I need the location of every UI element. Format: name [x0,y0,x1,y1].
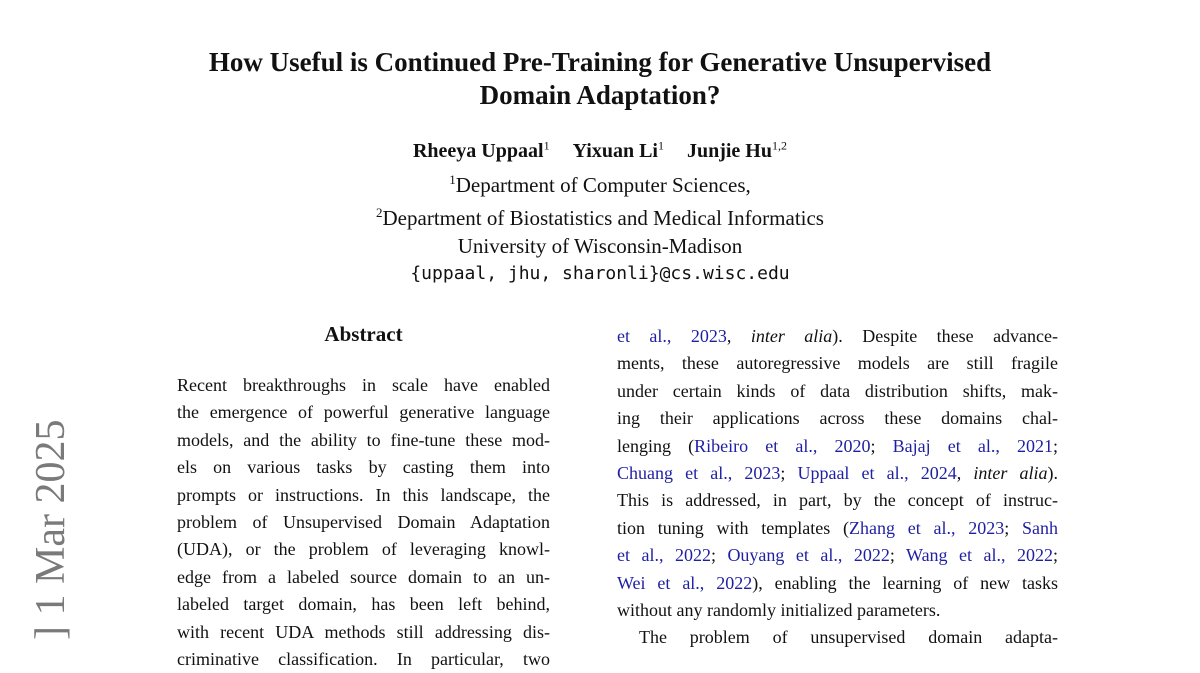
abstract-line: criminative classification. In particula… [177,648,550,669]
abstract-line: problem of Unsupervised Domain Adaptatio… [177,511,550,532]
body-text: lenging ( [617,435,695,456]
body-text: ; [870,435,893,456]
citation-link[interactable]: et al., 2022 [617,545,711,566]
abstract-body: Recent breakthroughs in scale have enabl… [177,372,550,673]
body-text: ing their applications across these doma… [617,408,1058,429]
paper-title: How Useful is Continued Pre-Training for… [0,46,1200,112]
body-text: ; [710,545,728,566]
citation-link[interactable]: Ribeiro et al., 2020 [694,435,871,456]
abstract-line: the emergence of powerful generative lan… [177,402,550,423]
author-name: Junjie Hu [686,139,772,162]
body-text: ; [780,462,798,483]
body-line: et al., 2022; Ouyang et al., 2022; Wang … [617,542,1058,569]
abstract-line: edge from a labeled source domain to an … [177,566,550,587]
author-sup: 1 [657,138,664,152]
citation-link[interactable]: Zhang et al., 2023 [849,517,1005,538]
body-line: ing their applications across these doma… [617,405,1058,432]
body-text: ; [1052,435,1058,456]
body-text: This is addressed, in part, by the conce… [617,490,1058,511]
body-text: ments, these autoregressive models are s… [617,353,1058,374]
body-line: This is addressed, in part, by the conce… [617,487,1058,514]
abstract-line: labeled target domain, has been left beh… [177,594,550,615]
author-sup: 1 [543,138,550,152]
affiliation-text: Department of Biostatistics and Medical … [382,206,824,230]
author-emails: {uppaal, jhu, sharonli}@cs.wisc.edu [410,263,790,284]
abstract-line: prompts or instructions. In this landsca… [177,484,550,505]
body-text: ), enabling the learning of new tasks [752,572,1058,593]
body-text: ). Despite these advance- [832,326,1059,346]
body-text: under certain kinds of data distribution… [617,380,1058,401]
body-line: tion tuning with templates (Zhang et al.… [617,515,1058,542]
body-line: Chuang et al., 2023; Uppaal et al., 2024… [617,460,1058,487]
citation-link[interactable]: Wei et al., 2022 [617,572,753,593]
body-line: lenging (Ribeiro et al., 2020; Bajaj et … [617,433,1058,460]
body-line: The problem of unsupervised domain adapt… [617,624,1058,651]
affiliation: University of Wisconsin-Madison [0,232,1200,260]
body-text: tion tuning with templates ( [617,517,849,538]
abstract-line: models, and the ability to fine-tune the… [177,429,550,450]
body-line: under certain kinds of data distribution… [617,378,1058,405]
body-text: , [726,326,751,346]
italic-text: inter alia [973,462,1048,483]
abstract-line: els on various tasks by casting them int… [177,457,550,478]
introduction-body: et al., 2023, inter alia). Despite these… [617,323,1058,652]
citation-link[interactable]: Uppaal et al., 2024 [797,462,957,483]
citation-link[interactable]: Wang et al., 2022 [906,545,1053,566]
affiliation: 1Department of Computer Sciences, [0,166,1200,199]
body-text: The problem of unsupervised domain adapt… [639,627,1058,648]
citation-link[interactable]: Ouyang et al., 2022 [727,545,890,566]
body-text: , [956,462,974,483]
body-line: without any randomly initialized paramet… [617,597,1058,624]
author-name: Rheeya Uppaal [412,139,544,162]
abstract-line: (UDA), or the problem of leveraging know… [177,539,550,560]
author: Junjie Hu1,2 [686,138,787,162]
citation-link[interactable]: et al., 2023 [617,326,727,346]
body-line: Wei et al., 2022), enabling the learning… [617,570,1058,597]
author: Yixuan Li1 [572,138,664,162]
abstract-line: with recent UDA methods still addressing… [177,621,550,642]
arxiv-stamp: ] 1 Mar 2025 [28,419,74,640]
body-text: ; [889,545,907,566]
italic-text: inter alia [750,326,833,346]
affiliations: 1Department of Computer Sciences, 2Depar… [0,166,1200,288]
affiliation-text: University of Wisconsin-Madison [457,234,743,258]
abstract-heading: Abstract [324,322,403,346]
citation-link[interactable]: Sanh [1022,517,1058,538]
author: Rheeya Uppaal1 [412,138,550,162]
affiliation-sup: 2 [376,205,383,220]
affiliation-text: Department of Computer Sciences, [455,173,751,197]
abstract-line: Recent breakthroughs in scale have enabl… [177,375,550,395]
body-line: ments, these autoregressive models are s… [617,350,1058,377]
author-list: Rheeya Uppaal1 Yixuan Li1 Junjie Hu1,2 [0,138,1200,163]
affiliation-sup: 1 [449,172,456,187]
body-text: ). [1047,462,1059,483]
affiliation: 2Department of Biostatistics and Medical… [0,199,1200,232]
author-name: Yixuan Li [572,139,658,162]
citation-link[interactable]: Bajaj et al., 2021 [892,435,1053,456]
body-text: ; [1004,517,1022,538]
citation-link[interactable]: Chuang et al., 2023 [617,462,781,483]
title-line-1: How Useful is Continued Pre-Training for… [208,47,992,77]
body-text: without any randomly initialized paramet… [617,599,941,620]
body-line: et al., 2023, inter alia). Despite these… [617,323,1058,350]
body-text: ; [1052,545,1058,566]
author-sup: 1,2 [772,138,787,152]
title-line-2: Domain Adaptation? [479,80,721,110]
